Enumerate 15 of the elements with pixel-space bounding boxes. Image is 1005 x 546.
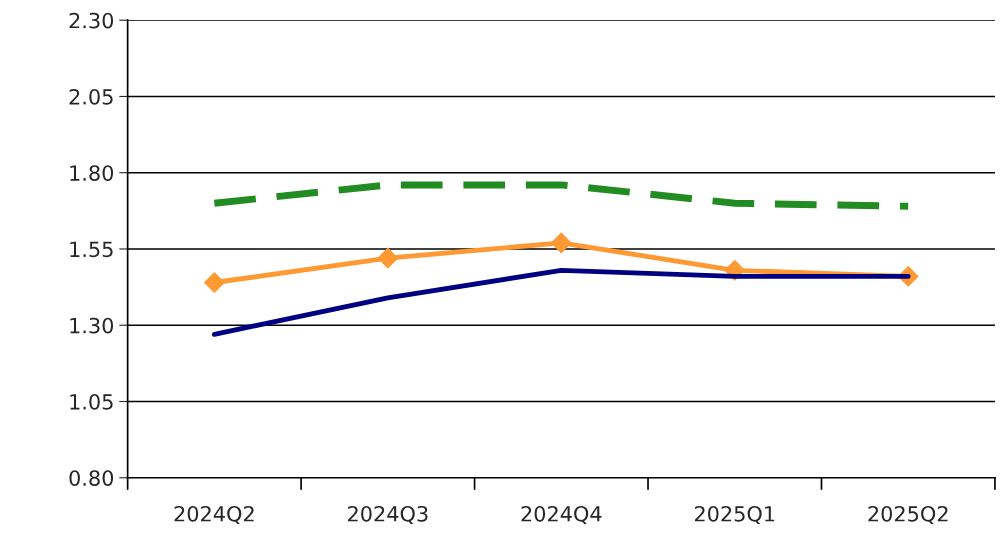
y-tick-label: 1.80 xyxy=(70,165,114,181)
x-tick-label: 2024Q3 xyxy=(348,505,428,525)
point xyxy=(550,232,572,254)
y-tick-label: 2.30 xyxy=(69,12,114,29)
y-tick-label: 1.55 xyxy=(70,241,113,258)
x-tick-label: 2025Q1 xyxy=(694,505,775,525)
x-tick-label: 2024Q2 xyxy=(174,505,254,525)
x-tick-label: 2025Q2 xyxy=(868,505,948,525)
y-tick-label: 2.05 xyxy=(69,88,113,105)
point xyxy=(377,247,399,269)
y-tick-label: 1.30 xyxy=(70,317,114,334)
y-tick-label: 1.05 xyxy=(70,393,113,410)
x-tick-label: 2024Q4 xyxy=(521,505,602,525)
y-tick-label: 0.80 xyxy=(69,470,114,486)
point xyxy=(204,272,225,293)
